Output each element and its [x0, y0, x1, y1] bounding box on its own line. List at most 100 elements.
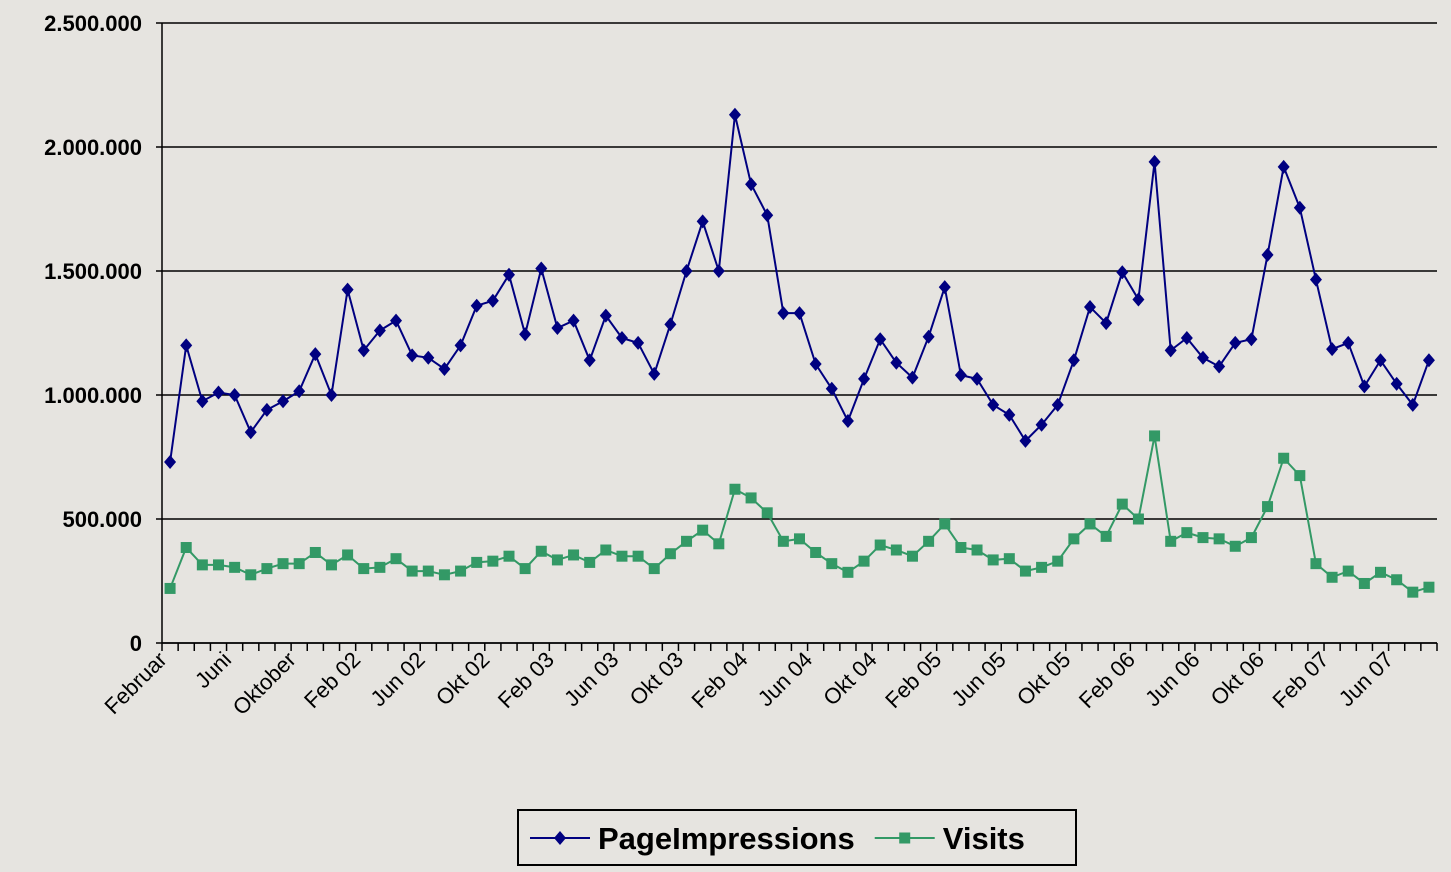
data-point	[422, 351, 434, 365]
x-tick-label: Okt 03	[625, 647, 689, 711]
data-point	[955, 542, 966, 553]
data-point	[810, 547, 821, 558]
x-tick-label: Oktober	[228, 647, 301, 720]
data-point	[277, 394, 289, 408]
legend-label: Visits	[943, 821, 1025, 856]
data-point	[842, 414, 854, 428]
x-tick-label: Februar	[99, 647, 171, 719]
data-point	[181, 542, 192, 553]
x-tick-label: Juni	[190, 647, 236, 693]
data-point	[1149, 430, 1160, 441]
data-point	[1310, 558, 1321, 569]
data-point	[697, 214, 709, 228]
data-point	[325, 388, 337, 402]
data-point	[1101, 531, 1112, 542]
x-tick-label: Jun 05	[946, 647, 1010, 711]
data-point	[842, 567, 853, 578]
data-point	[649, 563, 660, 574]
data-point	[1165, 343, 1177, 357]
y-tick-label: 500.000	[62, 507, 142, 532]
data-point	[794, 533, 805, 544]
data-point	[196, 394, 208, 408]
data-point	[568, 314, 580, 328]
data-point	[988, 554, 999, 565]
data-point	[520, 563, 531, 574]
data-point	[1085, 518, 1096, 529]
data-point	[1343, 566, 1354, 577]
data-point	[1165, 536, 1176, 547]
data-point	[568, 549, 579, 560]
data-point	[180, 338, 192, 352]
data-point	[600, 545, 611, 556]
data-point	[471, 557, 482, 568]
y-tick-label: 1.500.000	[44, 259, 142, 284]
data-point	[794, 306, 806, 320]
data-point	[907, 551, 918, 562]
data-point	[1262, 501, 1273, 512]
data-point	[1294, 470, 1305, 481]
data-point	[859, 556, 870, 567]
x-tick-label: Feb 07	[1268, 647, 1334, 713]
data-point	[1294, 201, 1306, 215]
data-point	[939, 518, 950, 529]
data-point	[665, 548, 676, 559]
x-tick-label: Okt 04	[818, 647, 882, 711]
data-point	[294, 558, 305, 569]
data-point	[1423, 353, 1435, 367]
data-point	[391, 553, 402, 564]
data-point	[1230, 541, 1241, 552]
data-point	[1116, 265, 1128, 279]
data-point	[746, 492, 757, 503]
data-point	[1262, 248, 1274, 262]
data-point	[278, 558, 289, 569]
data-point	[713, 538, 724, 549]
data-point	[1327, 572, 1338, 583]
data-point	[1246, 532, 1257, 543]
data-point	[439, 569, 450, 580]
data-point	[1036, 562, 1047, 573]
data-point	[310, 547, 321, 558]
x-tick-label: Feb 04	[687, 647, 753, 713]
x-tick-label: Jun 04	[753, 647, 817, 711]
x-tick-label: Jun 02	[365, 647, 429, 711]
data-point	[1068, 353, 1080, 367]
x-tick-label: Jun 03	[559, 647, 623, 711]
data-point	[358, 563, 369, 574]
data-point	[923, 330, 935, 344]
data-point	[455, 566, 466, 577]
data-point	[875, 540, 886, 551]
data-point	[326, 559, 337, 570]
data-point	[762, 507, 773, 518]
data-point	[1375, 567, 1386, 578]
data-point	[681, 264, 693, 278]
data-point	[729, 484, 740, 495]
series-line	[170, 115, 1429, 462]
data-point	[1117, 499, 1128, 510]
y-tick-label: 0	[130, 631, 142, 656]
x-tick-label: Feb 02	[299, 647, 365, 713]
x-tick-label: Jun 06	[1140, 647, 1204, 711]
data-point	[536, 546, 547, 557]
data-point	[1020, 566, 1031, 577]
data-point	[1342, 336, 1354, 350]
data-point	[1326, 342, 1338, 356]
y-tick-label: 2.500.000	[44, 11, 142, 36]
y-tick-label: 2.000.000	[44, 135, 142, 160]
data-point	[1181, 527, 1192, 538]
data-point	[406, 348, 418, 362]
data-point	[261, 563, 272, 574]
data-point	[552, 554, 563, 565]
x-tick-label: Feb 06	[1074, 647, 1140, 713]
data-point	[423, 566, 434, 577]
legend-label: PageImpressions	[598, 821, 855, 856]
data-point	[164, 455, 176, 469]
data-point	[503, 551, 514, 562]
data-point	[648, 367, 660, 381]
data-point	[1132, 293, 1144, 307]
y-tick-label: 1.000.000	[44, 383, 142, 408]
data-point	[535, 262, 547, 276]
data-point	[1391, 574, 1402, 585]
data-point	[471, 299, 483, 313]
data-point	[1068, 533, 1079, 544]
data-point	[487, 556, 498, 567]
